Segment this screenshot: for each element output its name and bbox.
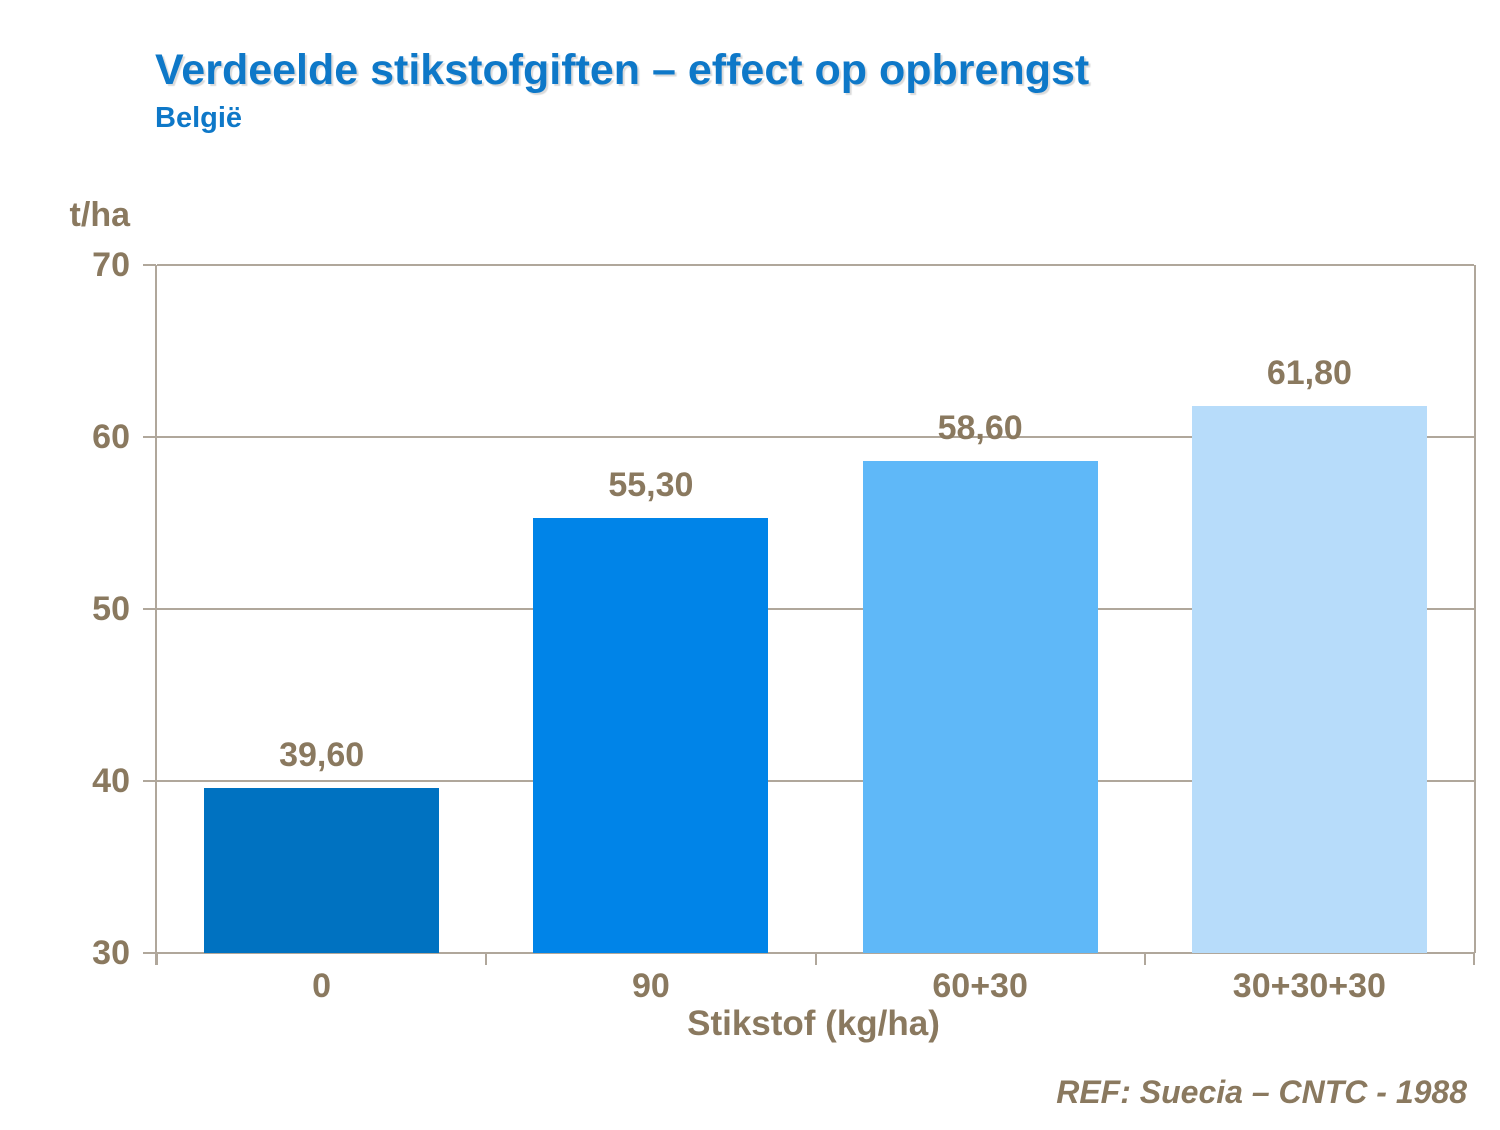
x-axis-tick-4 — [1473, 953, 1475, 965]
x-tick-label-0: 0 — [312, 967, 332, 1005]
y-tick-label-30: 30 — [92, 934, 130, 972]
bar-value-label-60+30: 58,60 — [937, 409, 1023, 448]
page-subtitle: België — [155, 102, 243, 134]
y-axis-tick-30 — [143, 952, 156, 954]
gridline-60 — [157, 436, 1474, 438]
x-axis-tick-2 — [814, 953, 817, 965]
reference-note: REF: Suecia – CNTC - 1988 — [1056, 1074, 1467, 1110]
x-axis-tick-0 — [156, 953, 158, 965]
x-axis-tick-1 — [485, 953, 488, 965]
y-axis-unit-label: t/ha — [69, 196, 130, 234]
bar-value-label-0: 39,60 — [279, 735, 365, 774]
page-title: Verdeelde stikstofgiften – effect op opb… — [155, 46, 1090, 94]
y-tick-label-50: 50 — [92, 590, 130, 628]
gridline-70 — [157, 264, 1474, 266]
bar-60+30 — [862, 461, 1098, 953]
x-tick-label-30+30+30: 30+30+30 — [1232, 967, 1386, 1005]
bar-0 — [204, 787, 440, 953]
bar-value-label-30+30+30: 61,80 — [1266, 354, 1352, 393]
y-tick-label-60: 60 — [92, 418, 130, 456]
y-axis-tick-50 — [143, 608, 156, 610]
gridline-50 — [157, 608, 1474, 610]
y-tick-label-70: 70 — [92, 246, 130, 284]
x-axis-tick-3 — [1143, 953, 1146, 965]
bar-30+30+30 — [1191, 406, 1427, 953]
bar-value-label-90: 55,30 — [608, 465, 694, 504]
chart-plot-area: 70 60 50 40 30 39,60 0 55,30 90 58,60 60+30 61,80 30… — [92, 246, 1476, 1005]
bar-90 — [533, 517, 769, 953]
y-axis-tick-70 — [143, 264, 156, 266]
x-tick-label-90: 90 — [631, 967, 670, 1005]
x-axis-title: Stikstof (kg/ha) — [687, 1004, 940, 1043]
x-tick-label-60+30: 60+30 — [932, 967, 1028, 1005]
y-axis-tick-40 — [143, 780, 156, 782]
y-axis-tick-60 — [143, 436, 156, 438]
gridline-40 — [157, 780, 1474, 782]
y-tick-label-40: 40 — [92, 762, 130, 800]
